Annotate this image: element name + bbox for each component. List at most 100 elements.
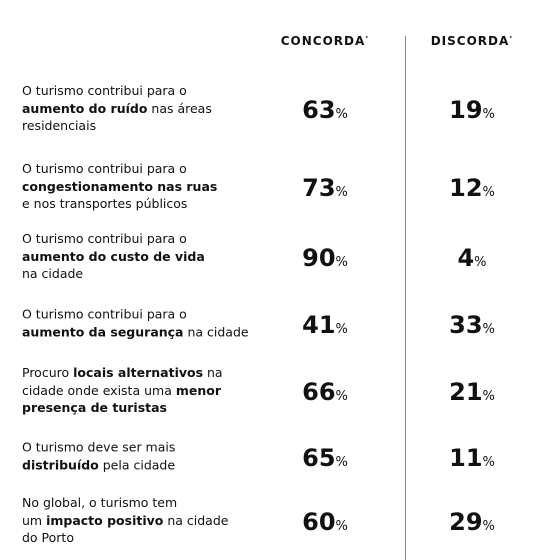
percent-number: 19 [449,96,483,124]
discorda-value: 19% [449,96,495,124]
statement-line: O turismo contribui para o [22,160,252,178]
statement-line: aumento da segurança na cidade [22,323,252,341]
percent-sign: % [482,389,495,404]
header-label: DISCORDA [430,34,510,48]
statement: O turismo contribui para o congestionamen… [22,160,252,213]
statement-text: O turismo contribui para o [22,306,187,322]
percent-number: 11 [449,444,483,472]
statement-line: O turismo contribui para o [22,306,252,324]
statement-line: Procuro locais alternativos na [22,364,252,382]
percent-number: 60 [302,508,336,536]
statement-line: congestionamento nas ruas [22,177,252,195]
header-label: CONCORDA [280,34,366,48]
statement-bold: presença de turistas [22,399,167,415]
statement-line: presença de turistas [22,399,252,417]
concorda-value: 65% [302,444,348,472]
percent-number: 41 [302,311,336,339]
statement-text: e nos transportes públicos [22,195,188,211]
percent-sign: % [335,185,348,200]
statement-bold: distribuído [22,457,99,472]
statement: Procuro locais alternativos na cidade ond… [22,364,252,417]
statement-line: um impacto positivo na cidade [22,511,252,529]
percent-sign: % [482,519,495,534]
percent-sign: % [482,107,495,122]
statement-text: O turismo deve ser mais [22,439,176,455]
discorda-value: 12% [449,174,495,202]
column-header: CONCORDA* [281,34,370,48]
concorda-value: 90% [302,244,348,272]
concorda-value: 73% [302,174,348,202]
percent-sign: % [482,455,495,470]
concorda-value: 41% [302,311,348,339]
statement: O turismo contribui para o aumento do cus… [22,230,252,283]
statement-bold: aumento da segurança [22,324,184,339]
statement-line: residenciais [22,117,252,135]
statement-line: do Porto [22,529,252,547]
statement-text: pela cidade [98,457,176,472]
statement: No global, o turismo tem um impacto posit… [22,494,252,547]
statement-line: O turismo contribui para o [22,230,252,248]
percent-number: 29 [449,508,483,536]
statement-text: O turismo contribui para o [22,230,187,246]
percent-number: 73 [302,174,336,202]
concorda-value: 66% [302,378,348,406]
statement-line: distribuído pela cidade [22,456,252,474]
percent-number: 33 [449,311,483,339]
statement-bold: impacto positivo [46,512,164,528]
statement-text: residenciais [22,117,97,133]
discorda-value: 21% [449,378,495,406]
header-note: * [365,35,370,42]
percent-sign: % [474,255,487,270]
discorda-value: 4% [457,244,486,272]
statement-text: Procuro [22,364,74,380]
percent-sign: % [335,107,348,122]
concorda-value: 63% [302,96,348,124]
statement-line: e nos transportes públicos [22,195,252,213]
statement-text: na [203,364,223,380]
discorda-value: 11% [449,444,495,472]
statement-text: um [22,512,47,528]
percent-number: 12 [449,174,483,202]
statement-line: aumento do custo de vida [22,247,252,265]
statement: O turismo contribui para o aumento da seg… [22,306,252,341]
statement-text: O turismo contribui para o [22,160,187,176]
statement-line: O turismo deve ser mais [22,439,252,457]
statement-line: na cidade [22,265,252,283]
percent-sign: % [482,322,495,337]
header-note: * [509,35,514,42]
percent-number: 4 [457,244,475,272]
concorda-value: 60% [302,508,348,536]
statement: O turismo contribui para o aumento do ruí… [22,82,252,135]
statement-text: na cidade [163,512,229,528]
percent-number: 65 [302,444,336,472]
percent-sign: % [335,519,348,534]
statement-text: na cidade [22,265,84,281]
statement-line: cidade onde exista uma menor [22,381,252,399]
statement-bold: aumento do custo de vida [22,248,205,264]
percent-sign: % [335,455,348,470]
statement-bold: locais alternativos [73,364,204,380]
statement-bold: congestionamento nas ruas [22,178,218,194]
statement-text: do Porto [22,529,74,545]
statement: O turismo deve ser mais distribuído pela … [22,439,252,474]
statement-bold: aumento do ruído [22,100,148,116]
statement-text: No global, o turismo tem [22,494,178,510]
percent-number: 21 [449,378,483,406]
column-divider [405,36,406,560]
statement-text: nas áreas [147,100,212,116]
percent-sign: % [482,185,495,200]
statement-bold: menor [175,382,221,398]
percent-sign: % [335,255,348,270]
statement-text: na cidade [183,324,249,339]
discorda-value: 33% [449,311,495,339]
statement-text: O turismo contribui para o [22,82,187,98]
statement-text: cidade onde exista uma [22,382,176,398]
percent-number: 66 [302,378,336,406]
percent-number: 90 [302,244,336,272]
statement-line: aumento do ruído nas áreas [22,99,252,117]
statement-line: O turismo contribui para o [22,82,252,100]
discorda-value: 29% [449,508,495,536]
statement-line: No global, o turismo tem [22,494,252,512]
percent-sign: % [335,322,348,337]
